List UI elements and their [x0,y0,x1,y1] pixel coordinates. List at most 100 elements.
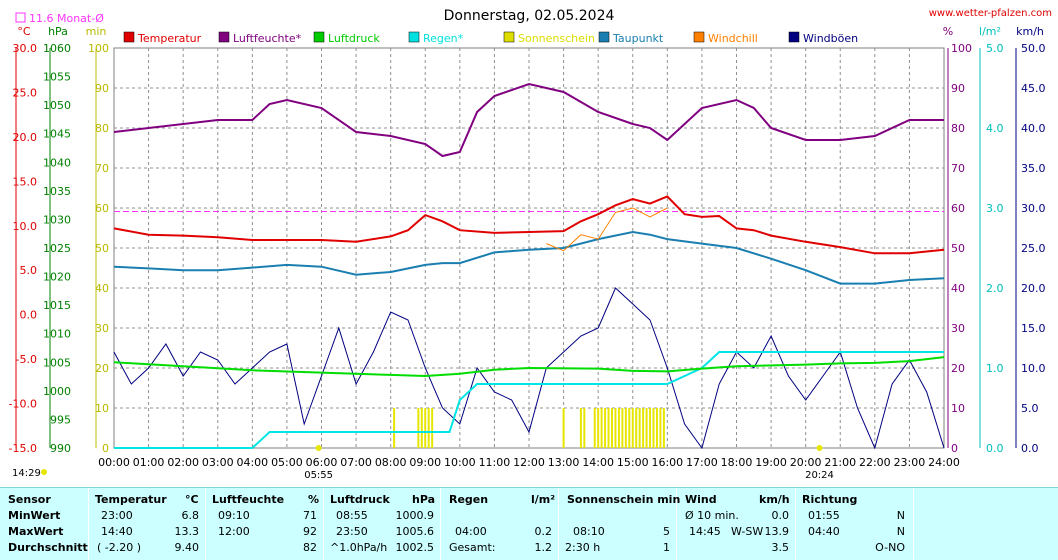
temp-tick-label: 30.0 [13,42,38,55]
chart-title: Donnerstag, 02.05.2024 [444,8,615,24]
temp-tick-label: -15.0 [9,442,37,455]
chart-labels: °C hPa min% l/m² km/h Donnerstag, 02.05.2024 w… [12,8,1052,481]
min-tick-label: 50 [95,242,109,255]
sunshine-bar [621,408,624,448]
sunshine-bar [597,408,600,448]
rain-tick-label: 1.0 [986,362,1004,375]
unit-min: min [86,25,107,38]
x-tick-label: 17:00 [686,456,718,469]
legend-label: Sonnenschein [518,32,595,45]
temperatur-unit: °C [185,493,199,506]
press-min-time: 08:55 [336,509,368,522]
sunshine-bar [607,408,610,448]
monthly-average-icon [15,12,26,23]
rain-tick-label: 0.0 [986,442,1004,455]
temp-tick-label: 20.0 [13,131,38,144]
min-tick-label: 70 [95,162,109,175]
sunshine-bar [655,408,658,448]
min-tick-label: 10 [95,402,109,415]
sun-max-time: 08:10 [573,525,605,538]
sunshine-bar [393,408,396,448]
temp-avg-value: 9.40 [174,541,200,554]
series-temperatur [113,195,945,255]
x-tick-label: 08:00 [375,456,407,469]
x-tick-label: 13:00 [548,456,580,469]
dir-max-time: 04:40 [808,525,840,538]
col-sensor: Sensor MinWert MaxWert Durchschnitt [0,488,89,560]
sunshine-bar [420,408,423,448]
sun-avg-value: 1 [663,541,670,554]
min-tick-label: 100 [88,42,109,55]
pct-tick-label: 80 [951,122,965,135]
pct-tick-label: 60 [951,202,965,215]
press-max-time: 23:50 [336,525,368,538]
hpa-tick-label: 1040 [43,156,71,169]
x-tick-label: 11:00 [479,456,511,469]
hpa-tick-label: 1025 [43,242,71,255]
x-tick-label: 09:00 [409,456,441,469]
temp-tick-label: 15.0 [13,175,38,188]
hpa-tick-label: 1030 [43,213,71,226]
sunshine-bar [424,408,427,448]
moon-icon [41,469,47,475]
wind-avg10-label: Ø 10 min. [685,509,739,522]
legend-swatch [408,31,420,43]
hpa-tick-label: 1045 [43,128,71,141]
x-tick-label: 15:00 [617,456,649,469]
sunset-marker [816,445,823,451]
hpa-tick-label: 1000 [43,385,71,398]
min-tick-label: 30 [95,322,109,335]
col-luftfeuchte: Luftfeuchte % 09:10 71 12:00 92 82 [206,488,324,560]
legend-swatch [693,31,705,43]
unit-kmh: km/h [1016,25,1044,38]
x-tick-label: 16:00 [651,456,683,469]
temperatur-header: Temperatur [95,493,167,506]
legend-swatch [788,31,800,43]
hum-min-time: 09:10 [218,509,250,522]
legend-swatch [218,31,230,43]
wind-min-value: 0.0 [771,509,790,522]
dir-avg-value: O-NO [875,541,905,554]
rain-tick-label: 5.0 [986,42,1004,55]
site-url: www.wetter-pfalzen.com [929,8,1052,19]
hpa-tick-label: 1010 [43,328,71,341]
sunshine-bar [662,408,665,448]
min-tick-label: 60 [95,202,109,215]
hpa-tick-label: 1060 [43,42,71,55]
legend-swatch [598,31,610,43]
sunshine-bar [562,408,565,448]
unit-hpa: hPa [48,25,68,38]
unit-percent: % [943,25,953,38]
temp-min-value: 6.8 [181,509,200,522]
sunshine-bar [631,408,634,448]
pct-tick-label: 30 [951,322,965,335]
sunshine-bar [611,408,613,448]
rain-tick-label: 3.0 [986,202,1004,215]
hum-min-value: 71 [303,509,317,522]
luftdruck-header: Luftdruck [330,493,390,506]
sunshine-bar [579,408,582,448]
regen-header: Regen [449,493,489,506]
x-tick-label: 19:00 [755,456,787,469]
sunshine-bar [593,408,596,448]
weather-chart: 30.0 25.0 20.0 15.0 10.0 5.0 0.0 -5.0 -10.0 -15.0… [9,8,1052,481]
statistics-table: Sensor MinWert MaxWert Durchschnitt Temp… [0,487,1058,560]
min-tick-label: 40 [95,282,109,295]
hum-max-value: 92 [303,525,317,538]
pct-tick-label: 90 [951,82,965,95]
sunshine-bar [642,408,645,448]
sun-max-value: 5 [663,525,670,538]
chart-grid [114,48,944,448]
wind-max-time: 14:45 [689,525,721,538]
rain-total-label: Gesamt: [449,541,496,554]
chart-axes: 30.0 25.0 20.0 15.0 10.0 5.0 0.0 -5.0 -10.0 -15.0… [9,42,1046,469]
min-tick-label: 0 [102,442,109,455]
sunshine-bar [645,408,648,448]
row-label-avg: Durchschnitt [8,541,88,554]
wind-header: Wind [685,493,717,506]
temp-tick-label: 10.0 [13,220,38,233]
luftdruck-unit: hPa [412,493,436,506]
hpa-tick-label: 990 [50,442,71,455]
legend-swatch [503,31,515,43]
x-tick-label: 12:00 [513,456,545,469]
